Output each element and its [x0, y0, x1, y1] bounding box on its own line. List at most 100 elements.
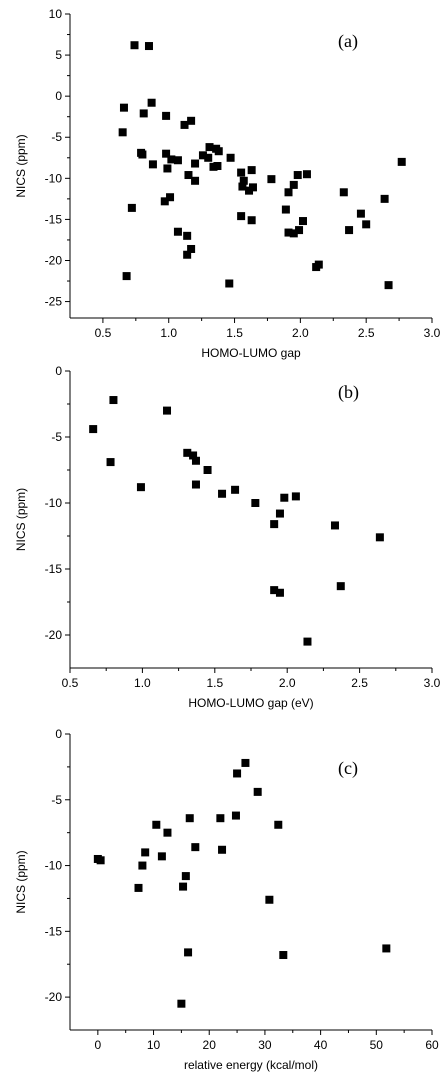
data-point [138, 150, 147, 159]
data-point [136, 483, 145, 492]
data-point [302, 170, 311, 179]
data-point [163, 164, 172, 173]
panel-c: 0 10 20 30 40 50 60 -20 -15 -10 -5 0 relative energy… [14, 727, 439, 1072]
data-point [397, 157, 406, 166]
panel-b: 0.5 1.0 1.5 2.0 2.5 3.0 -20 -15 -10 -5 0 HOMO-LUMO … [14, 364, 441, 710]
data-point [183, 250, 192, 259]
data-point [384, 281, 393, 290]
data-point [141, 848, 150, 857]
data-point [179, 882, 188, 891]
data-point [163, 406, 172, 415]
data-point [191, 176, 200, 185]
data-point [184, 171, 193, 180]
data-point [203, 466, 212, 474]
y-tick-label: -20 [45, 628, 63, 642]
data-point [89, 425, 98, 434]
data-point [167, 155, 176, 164]
data-point [345, 226, 354, 235]
y-tick-label: -15 [45, 212, 63, 226]
data-point [336, 582, 345, 591]
y-tick-label: -25 [45, 295, 63, 309]
x-tick-label: 10 [147, 1038, 161, 1052]
data-point [275, 588, 284, 597]
x-tick-label: 0 [95, 1038, 102, 1052]
data-point [183, 448, 192, 457]
y-tick-label: 10 [49, 7, 63, 21]
data-point [147, 98, 156, 107]
data-point [173, 156, 182, 165]
y-tick-label: -15 [45, 924, 63, 938]
data-point [238, 182, 247, 191]
data-point [339, 188, 348, 197]
data-point [291, 492, 300, 501]
data-point [130, 41, 139, 50]
data-point [231, 811, 240, 820]
data-point [303, 637, 312, 646]
data-point [152, 820, 161, 829]
data-point [284, 228, 293, 237]
data-point [122, 272, 131, 281]
data-point [96, 856, 105, 865]
data-point [214, 147, 223, 156]
x-tick-label: 40 [314, 1038, 328, 1052]
data-point [248, 183, 257, 192]
data-point [139, 109, 148, 118]
data-point [226, 153, 235, 162]
data-point [375, 533, 384, 542]
x-tick-label: 20 [203, 1038, 217, 1052]
data-point [289, 229, 298, 238]
x-tick-label: 2.0 [292, 326, 309, 340]
data-point [181, 872, 190, 881]
y-tick-label: -15 [45, 562, 63, 576]
data-point [205, 143, 214, 152]
data-point [275, 509, 284, 518]
data-point [109, 396, 118, 405]
data-point [284, 188, 293, 197]
x-tick-label: 2.0 [279, 676, 296, 690]
data-point [274, 820, 283, 829]
data-point [185, 814, 194, 823]
data-point [382, 944, 391, 953]
data-point [280, 493, 289, 502]
data-point [160, 197, 169, 206]
data-point [144, 42, 153, 51]
x-axis-title: HOMO-LUMO gap (eV) [188, 696, 313, 710]
data-point [362, 220, 371, 229]
y-axis-title: NICS (ppm) [14, 488, 28, 551]
data-point [356, 209, 365, 218]
data-point [127, 203, 136, 212]
data-point [187, 116, 196, 125]
data-point [380, 194, 389, 203]
x-tick-label: 0.5 [62, 676, 79, 690]
data-point [162, 111, 171, 120]
y-tick-label: -20 [45, 990, 63, 1004]
x-tick-label: 30 [258, 1038, 272, 1052]
data-point [279, 951, 288, 960]
data-point [241, 758, 250, 767]
data-point [265, 895, 274, 904]
data-point [191, 480, 200, 489]
data-point [239, 176, 248, 185]
panel-label: (b) [338, 382, 359, 403]
data-point [281, 205, 290, 214]
data-point [218, 489, 227, 498]
data-point [295, 226, 304, 235]
x-tick-label: 2.5 [358, 326, 375, 340]
data-point [157, 852, 166, 861]
data-point [314, 260, 323, 269]
y-tick-label: -10 [45, 171, 63, 185]
panel-label: (a) [338, 31, 358, 52]
y-tick-label: -5 [51, 130, 62, 144]
x-tick-label: 1.0 [134, 676, 151, 690]
data-point [298, 217, 307, 226]
y-tick-label: -10 [45, 859, 63, 873]
data-point [231, 485, 240, 494]
x-tick-label: 60 [425, 1038, 439, 1052]
data-point [148, 160, 157, 169]
data-point [138, 861, 147, 870]
x-tick-label: 50 [370, 1038, 384, 1052]
panel-label: (c) [338, 758, 358, 779]
x-axis-title: HOMO-LUMO gap [201, 346, 301, 360]
data-point [184, 948, 193, 957]
data-point [119, 103, 128, 112]
